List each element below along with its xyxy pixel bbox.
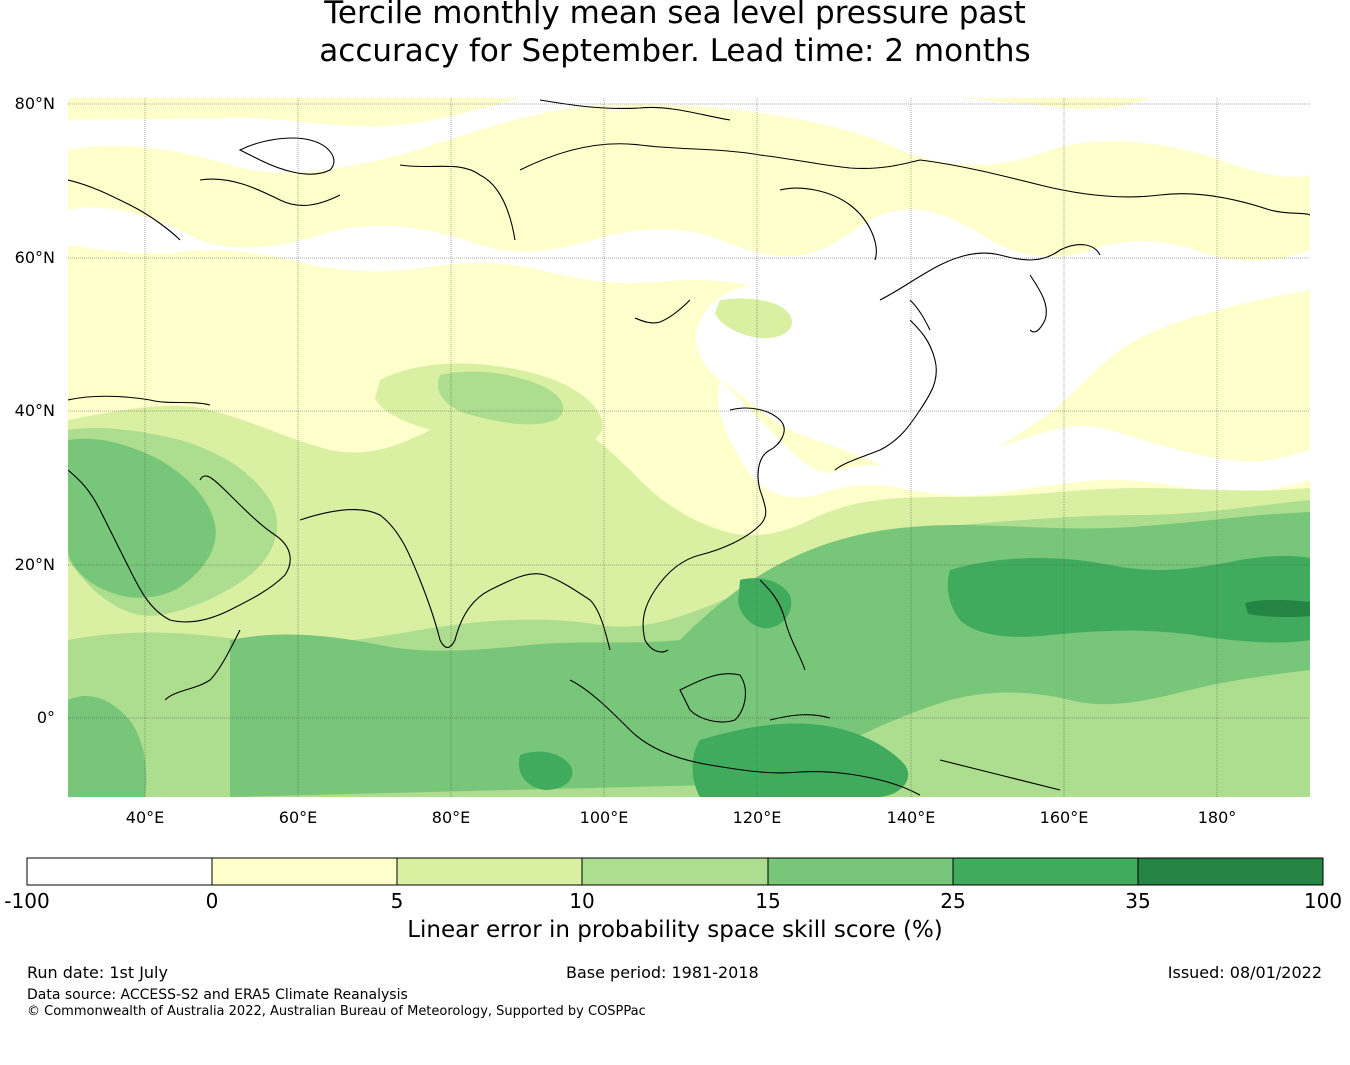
lat-label-20n: 20°N — [14, 555, 55, 574]
chart-title-line-2: accuracy for September. Lead time: 2 mon… — [319, 33, 1031, 69]
colorbar-tick-35: 35 — [1125, 889, 1151, 913]
lat-label-80n: 80°N — [14, 94, 55, 113]
chart-title: Tercile monthly mean sea level pressure … — [0, 0, 1350, 70]
colorbar-segment-10-15 — [582, 858, 768, 885]
skill-zone-35-100 — [1245, 599, 1310, 618]
colorbar-tick-5: 5 — [390, 889, 404, 913]
colorbar-segment-5-10 — [397, 858, 582, 885]
copyright: © Commonwealth of Australia 2022, Austra… — [27, 1004, 646, 1019]
lon-label-60e: 60°E — [278, 808, 318, 827]
run-date: Run date: 1st July — [27, 963, 168, 982]
colorbar-segment-white — [27, 858, 212, 885]
lon-label-100e: 100°E — [579, 808, 629, 827]
colorbar — [26, 857, 1324, 886]
lon-label-120e: 120°E — [732, 808, 782, 827]
data-source: Data source: ACCESS-S2 and ERA5 Climate … — [27, 987, 408, 1003]
colorbar-tick-minus100: -100 — [4, 889, 50, 913]
issued-date: Issued: 08/01/2022 — [1167, 963, 1322, 982]
graticule — [68, 98, 1310, 797]
lon-label-140e: 140°E — [886, 808, 936, 827]
lon-label-80e: 80°E — [431, 808, 471, 827]
colorbar-tick-15: 15 — [755, 889, 781, 913]
lon-label-160e: 160°E — [1039, 808, 1089, 827]
colorbar-tick-10: 10 — [569, 889, 595, 913]
colorbar-segment-15-25 — [768, 858, 953, 885]
coastlines — [68, 99, 1310, 796]
base-period: Base period: 1981-2018 — [566, 963, 759, 982]
colorbar-tick-25: 25 — [940, 889, 966, 913]
lat-label-60n: 60°N — [14, 248, 55, 267]
colorbar-segment-0-5 — [212, 858, 397, 885]
colorbar-segment-35-100 — [1138, 858, 1323, 885]
lat-label-0: 0° — [36, 708, 55, 727]
skill-zone-25-35 — [518, 555, 1310, 797]
lon-label-180: 180° — [1197, 808, 1237, 827]
lat-label-40n: 40°N — [14, 401, 55, 420]
colorbar-tick-100: 100 — [1303, 889, 1343, 913]
colorbar-segment-25-35 — [953, 858, 1138, 885]
lon-label-40e: 40°E — [125, 808, 165, 827]
chart-title-line-1: Tercile monthly mean sea level pressure … — [324, 0, 1026, 31]
colorbar-tick-0: 0 — [205, 889, 219, 913]
colorbar-label: Linear error in probability space skill … — [407, 917, 943, 943]
